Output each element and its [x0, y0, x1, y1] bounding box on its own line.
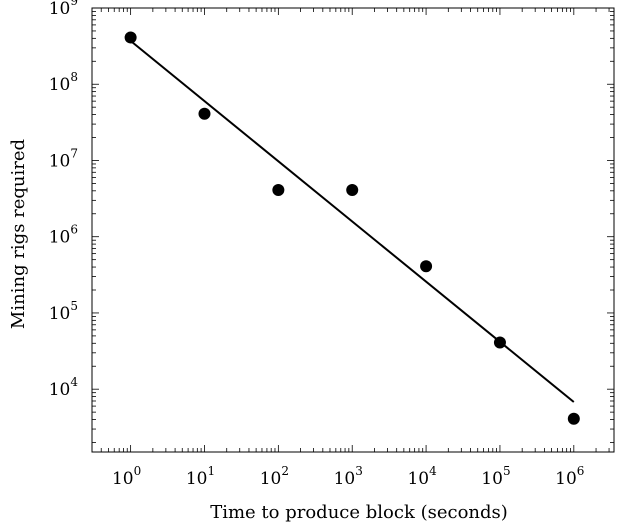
x-tick-labels: 100 101 102 103 104 105 106: [112, 464, 584, 489]
x-tick-label: 105: [481, 464, 510, 489]
y-tick-label: 108: [49, 70, 78, 95]
data-point: [198, 107, 211, 120]
data-point: [493, 336, 506, 349]
y-tick-base: 10: [49, 228, 71, 248]
y-tick-base: 10: [49, 304, 71, 324]
x-tick-label: 100: [112, 464, 141, 489]
x-tick-base: 10: [481, 469, 503, 489]
x-tick-base: 10: [555, 469, 577, 489]
y-tick-exponent: 7: [70, 146, 78, 160]
y-tick-exponent: 8: [70, 70, 78, 84]
x-tick-base: 10: [186, 469, 208, 489]
x-tick-base: 10: [334, 469, 356, 489]
y-tick-exponent: 6: [70, 223, 78, 237]
y-tick-exponent: 5: [70, 299, 78, 313]
y-tick-base: 10: [49, 380, 71, 400]
y-tick-exponent: 9: [70, 0, 78, 8]
y-tick-base: 10: [49, 0, 71, 19]
x-tick-exponent: 5: [503, 464, 511, 478]
plot-area-frame: [91, 7, 615, 453]
x-tick-base: 10: [407, 469, 429, 489]
y-tick-label: 104: [49, 375, 79, 400]
x-tick-exponent: 3: [355, 464, 363, 478]
x-axis-title: Time to produce block (seconds): [210, 502, 508, 523]
y-tick-exponent: 4: [70, 375, 78, 389]
fit-line: [129, 40, 575, 403]
x-tick-exponent: 4: [429, 464, 437, 478]
x-tick-label: 104: [407, 464, 437, 489]
y-tick-label: 107: [49, 146, 78, 171]
data-point: [346, 183, 359, 196]
data-point: [420, 260, 433, 273]
x-tick-base: 10: [112, 469, 134, 489]
data-point: [567, 412, 580, 425]
y-tick-label: 105: [49, 299, 78, 324]
y-tick-label: 106: [49, 223, 78, 248]
data-point: [124, 31, 137, 44]
data-point: [272, 183, 285, 196]
y-axis-title: Mining rigs required: [8, 139, 29, 329]
x-tick-exponent: 6: [577, 464, 585, 478]
x-tick-label: 106: [555, 464, 584, 489]
y-tick-label: 109: [49, 0, 78, 19]
y-tick-base: 10: [49, 75, 71, 95]
x-tick-exponent: 0: [134, 464, 142, 478]
axis-ticks: [91, 7, 614, 452]
x-tick-exponent: 2: [281, 464, 289, 478]
x-tick-label: 101: [186, 464, 215, 489]
y-tick-base: 10: [49, 151, 71, 171]
data-points: [124, 31, 580, 425]
x-tick-base: 10: [260, 469, 282, 489]
x-tick-exponent: 1: [207, 464, 215, 478]
x-tick-label: 103: [334, 464, 363, 489]
x-tick-label: 102: [260, 464, 289, 489]
